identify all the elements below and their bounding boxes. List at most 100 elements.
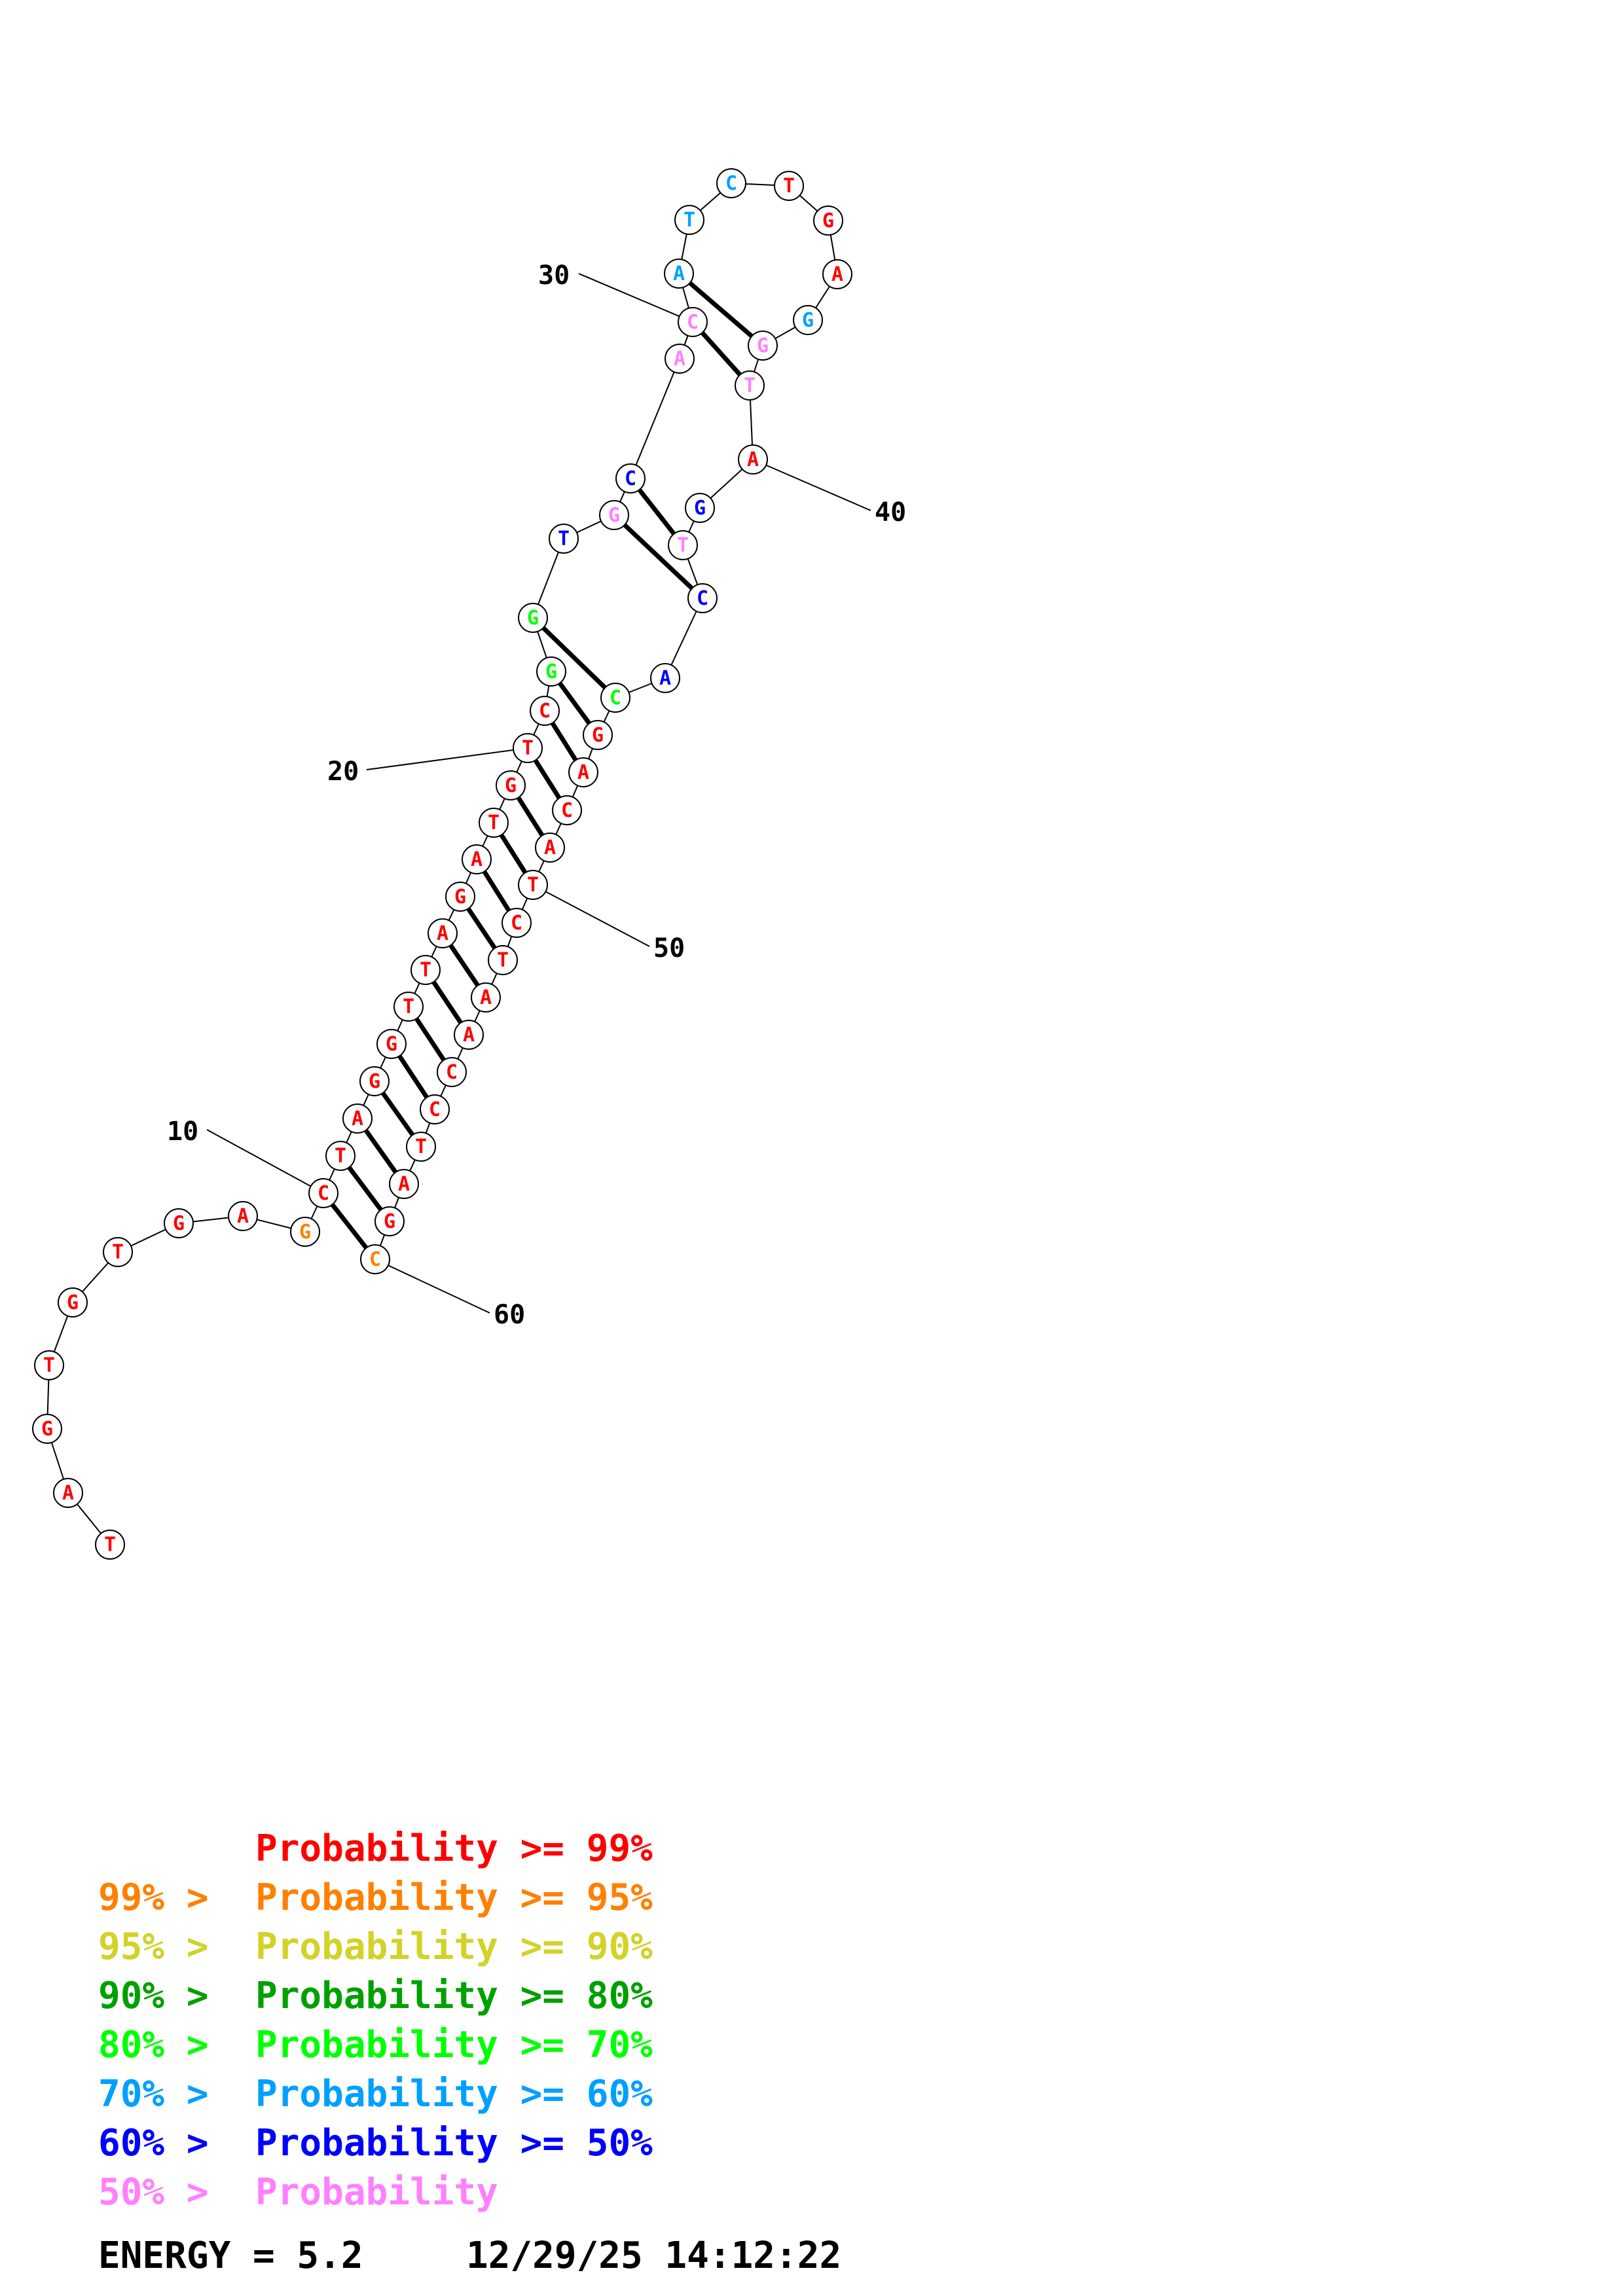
nucleotide-38: G [748,331,778,361]
nucleotide-letter: A [831,263,843,286]
nucleotide-letter: A [577,761,589,784]
nucleotide-23: C [530,696,560,726]
nucleotide-circle [599,500,629,530]
nucleotide-circle [513,733,543,763]
index-label-10: 10 [167,1117,198,1147]
nucleotide-40: A [738,444,768,475]
nucleotide-37: G [793,305,823,335]
nucleotide-58: A [389,1169,419,1199]
index-tick [578,273,693,323]
nucleotide-circle [359,1066,390,1096]
nucleotide-10: C [308,1178,338,1208]
nucleotide-letter: C [511,912,522,935]
nucleotide-circle [406,1132,436,1162]
nucleotide-circle [583,720,613,750]
nucleotide-11: T [325,1141,356,1171]
index-tick-layer: 10 20 30 40 50 60 [167,260,906,1330]
nucleotide-letter: A [463,1024,475,1047]
nucleotide-circle [530,696,560,726]
nucleotide-letter: A [437,922,448,945]
legend-row-3-label: Probability >= 90% [255,1926,653,1968]
nucleotide-18: G [445,882,475,912]
nucleotide-39: T [735,370,765,401]
nucleotide-letter: C [697,587,708,610]
nucleotide-circle [774,171,804,201]
nucleotide-letter: T [522,737,534,760]
nucleotide-circle [164,1208,194,1238]
legend-row-2-label: Probability >= 95% [255,1876,653,1919]
nucleotide-7: G [164,1208,194,1238]
nucleotide-circle [685,493,715,523]
nucleotide-circle [462,844,492,874]
index-label-40: 40 [875,497,906,528]
nucleotide-letter: T [684,209,695,232]
nucleotide-letter: A [747,448,759,471]
nucleotide-letter: G [173,1212,185,1235]
base-pair-bond [612,513,704,600]
nucleotide-circle [389,1169,419,1199]
nucleotide-circle [360,1244,390,1274]
nucleotide-4: T [34,1350,64,1380]
nucleotide-circle [735,370,765,401]
nucleotide-circle [650,663,680,693]
nucleotide-circle [53,1478,83,1508]
energy-value: ENERGY = 5.2 [98,2234,363,2277]
nucleotide-letter: C [625,467,636,490]
legend-row-6-label: Probability >= 60% [255,2073,653,2115]
nucleotide-circle [615,463,646,493]
legend-row-8: 50% > Probability [98,2171,498,2214]
nucleotide-1: T [95,1530,125,1560]
nucleotide-circle [95,1530,125,1560]
nucleotide-letter: A [471,848,483,871]
nucleotide-circle [393,992,424,1022]
nucleotide-letter: G [384,1210,395,1233]
nucleotide-45: C [600,683,630,713]
nucleotide-55: C [437,1057,467,1087]
nucleotide-circle [437,1057,467,1087]
legend-row-5: 80% > Probability >= 70% [98,2024,653,2066]
index-label-50: 50 [653,933,685,963]
nucleotide-circle [325,1141,356,1171]
nucleotide-letter: G [67,1291,79,1314]
nucleotide-42: T [668,530,698,560]
nucleotide-letter: G [41,1418,53,1441]
nucleotide-43: C [687,583,718,613]
nucleotide-circle [549,524,579,554]
legend-row-4: 90% > Probability >= 80% [98,1975,653,2017]
nucleotide-circle [687,583,718,613]
nucleotide-circle [568,757,598,787]
nucleotide-30: C [678,307,708,337]
nucleotide-letter: T [403,996,414,1018]
nucleotide-circle [342,1103,373,1134]
index-tick [206,1129,324,1194]
legend-row-3: 95% > Probability >= 90% [98,1926,653,1968]
nucleotide-3: G [32,1414,62,1444]
base-pair-bond [531,616,617,700]
nucleotide-letter: T [677,534,689,557]
nucleotide-9: G [290,1217,320,1247]
nucleotide-letter: A [480,986,492,1009]
nucleotide-16: T [410,955,441,985]
nucleotide-35: G [813,206,843,236]
index-label-30: 30 [538,260,570,291]
energy-footer: ENERGY = 5.2 12/29/25 14:12:22 [98,2234,841,2277]
nucleotide-circle [488,945,518,975]
nucleotide-circle [428,918,458,948]
nucleotide-34: T [774,171,804,201]
nucleotide-circle [748,331,778,361]
nucleotide-52: T [488,945,518,975]
base-pair-bond [677,272,765,348]
nucleotide-letter: G [822,209,834,232]
nucleotide-letter: C [446,1061,458,1084]
nucleotide-22: T [513,733,543,763]
footer-timestamp: 12/29/25 14:12:22 [466,2234,841,2277]
nucleotide-circle [518,603,548,633]
nucleotide-letter: T [497,949,509,972]
nucleotide-circle [410,955,441,985]
nucleotide-51: C [501,908,532,938]
nucleotide-44: A [650,663,680,693]
nucleotide-letter: A [237,1205,249,1228]
nucleotide-letter: C [725,172,737,195]
legend-row-2-prefix: 99% > [98,1876,230,1919]
